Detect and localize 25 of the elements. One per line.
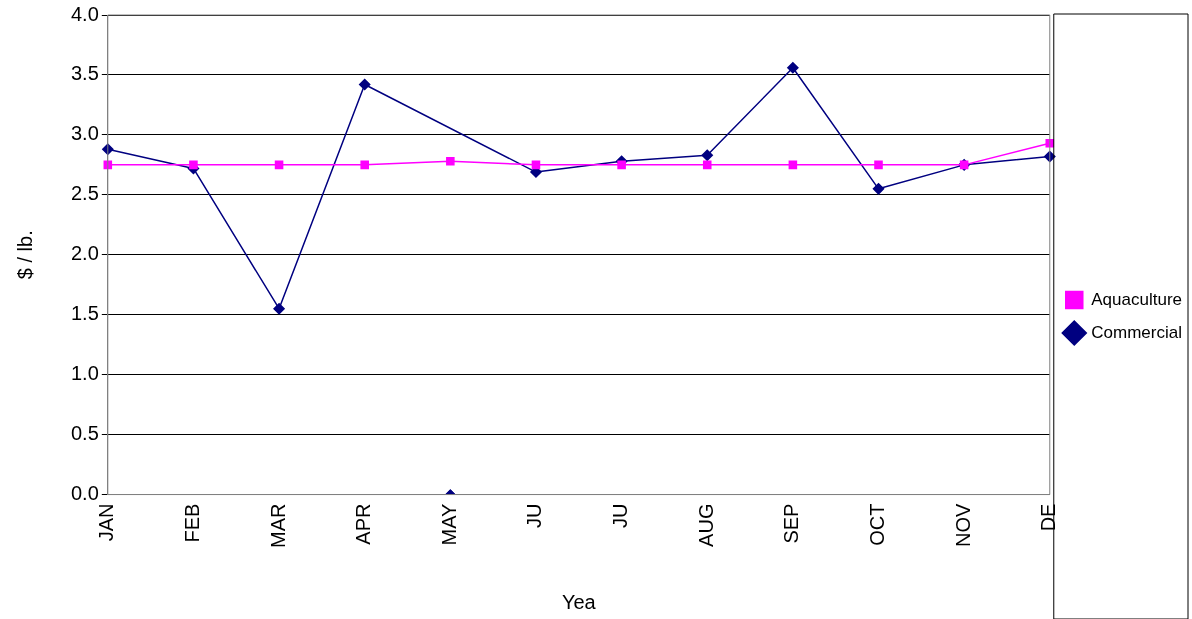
x-tick-label: FEB: [180, 503, 203, 543]
x-tick-label: MAR: [266, 503, 289, 549]
x-tick-label: JU: [609, 503, 632, 529]
y-axis-title: $ / lb.: [13, 230, 36, 280]
legend-label: Aquaculture: [1091, 289, 1183, 309]
y-tick-label: 3.5: [70, 62, 99, 85]
x-tick-label: JU: [523, 503, 546, 529]
y-tick-label: 0.0: [70, 482, 99, 505]
x-tick-label: MAY: [437, 503, 460, 546]
x-tick-label: OCT: [866, 503, 889, 546]
x-axis-title: Yea: [561, 590, 597, 613]
x-tick-label: APR: [352, 503, 375, 545]
y-tick-label: 0.5: [70, 422, 99, 445]
y-tick-label: 1.0: [70, 362, 99, 385]
x-tick-label: AUG: [694, 503, 717, 547]
x-tick-label: DE: [1037, 503, 1060, 532]
y-tick-label: 3.0: [70, 122, 99, 145]
legend-label: Commercial: [1091, 322, 1182, 342]
y-tick-label: 4.0: [70, 2, 99, 25]
y-tick-label: 2.5: [70, 182, 99, 205]
x-tick-label: SEP: [780, 503, 803, 544]
x-tick-label: NOV: [951, 502, 974, 547]
y-tick-label: 2.0: [70, 242, 99, 265]
y-tick-label: 1.5: [70, 302, 99, 325]
x-tick-label: JAN: [95, 503, 118, 542]
